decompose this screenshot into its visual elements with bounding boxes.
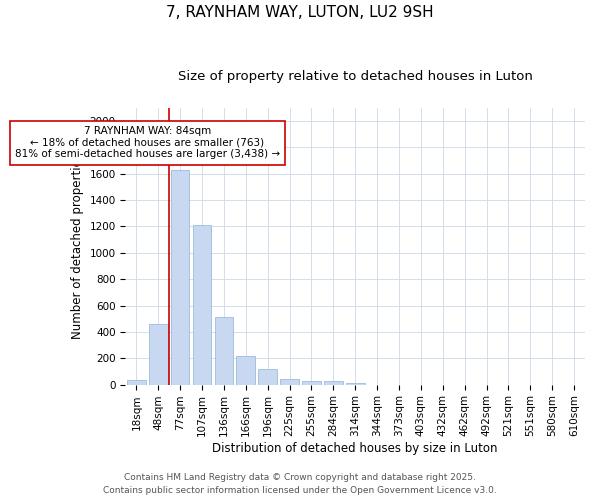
Bar — [236, 356, 255, 384]
Bar — [324, 382, 343, 384]
Text: 7, RAYNHAM WAY, LUTON, LU2 9SH: 7, RAYNHAM WAY, LUTON, LU2 9SH — [166, 5, 434, 20]
Title: Size of property relative to detached houses in Luton: Size of property relative to detached ho… — [178, 70, 533, 83]
Bar — [280, 378, 299, 384]
Bar — [149, 324, 167, 384]
Bar — [259, 370, 277, 384]
Bar — [193, 225, 211, 384]
X-axis label: Distribution of detached houses by size in Luton: Distribution of detached houses by size … — [212, 442, 498, 455]
Bar — [171, 170, 190, 384]
Bar — [346, 382, 365, 384]
Text: Contains HM Land Registry data © Crown copyright and database right 2025.
Contai: Contains HM Land Registry data © Crown c… — [103, 474, 497, 495]
Text: 7 RAYNHAM WAY: 84sqm
← 18% of detached houses are smaller (763)
81% of semi-deta: 7 RAYNHAM WAY: 84sqm ← 18% of detached h… — [15, 126, 280, 160]
Bar — [302, 380, 321, 384]
Bar — [215, 318, 233, 384]
Y-axis label: Number of detached properties: Number of detached properties — [71, 153, 84, 339]
Bar — [127, 380, 146, 384]
